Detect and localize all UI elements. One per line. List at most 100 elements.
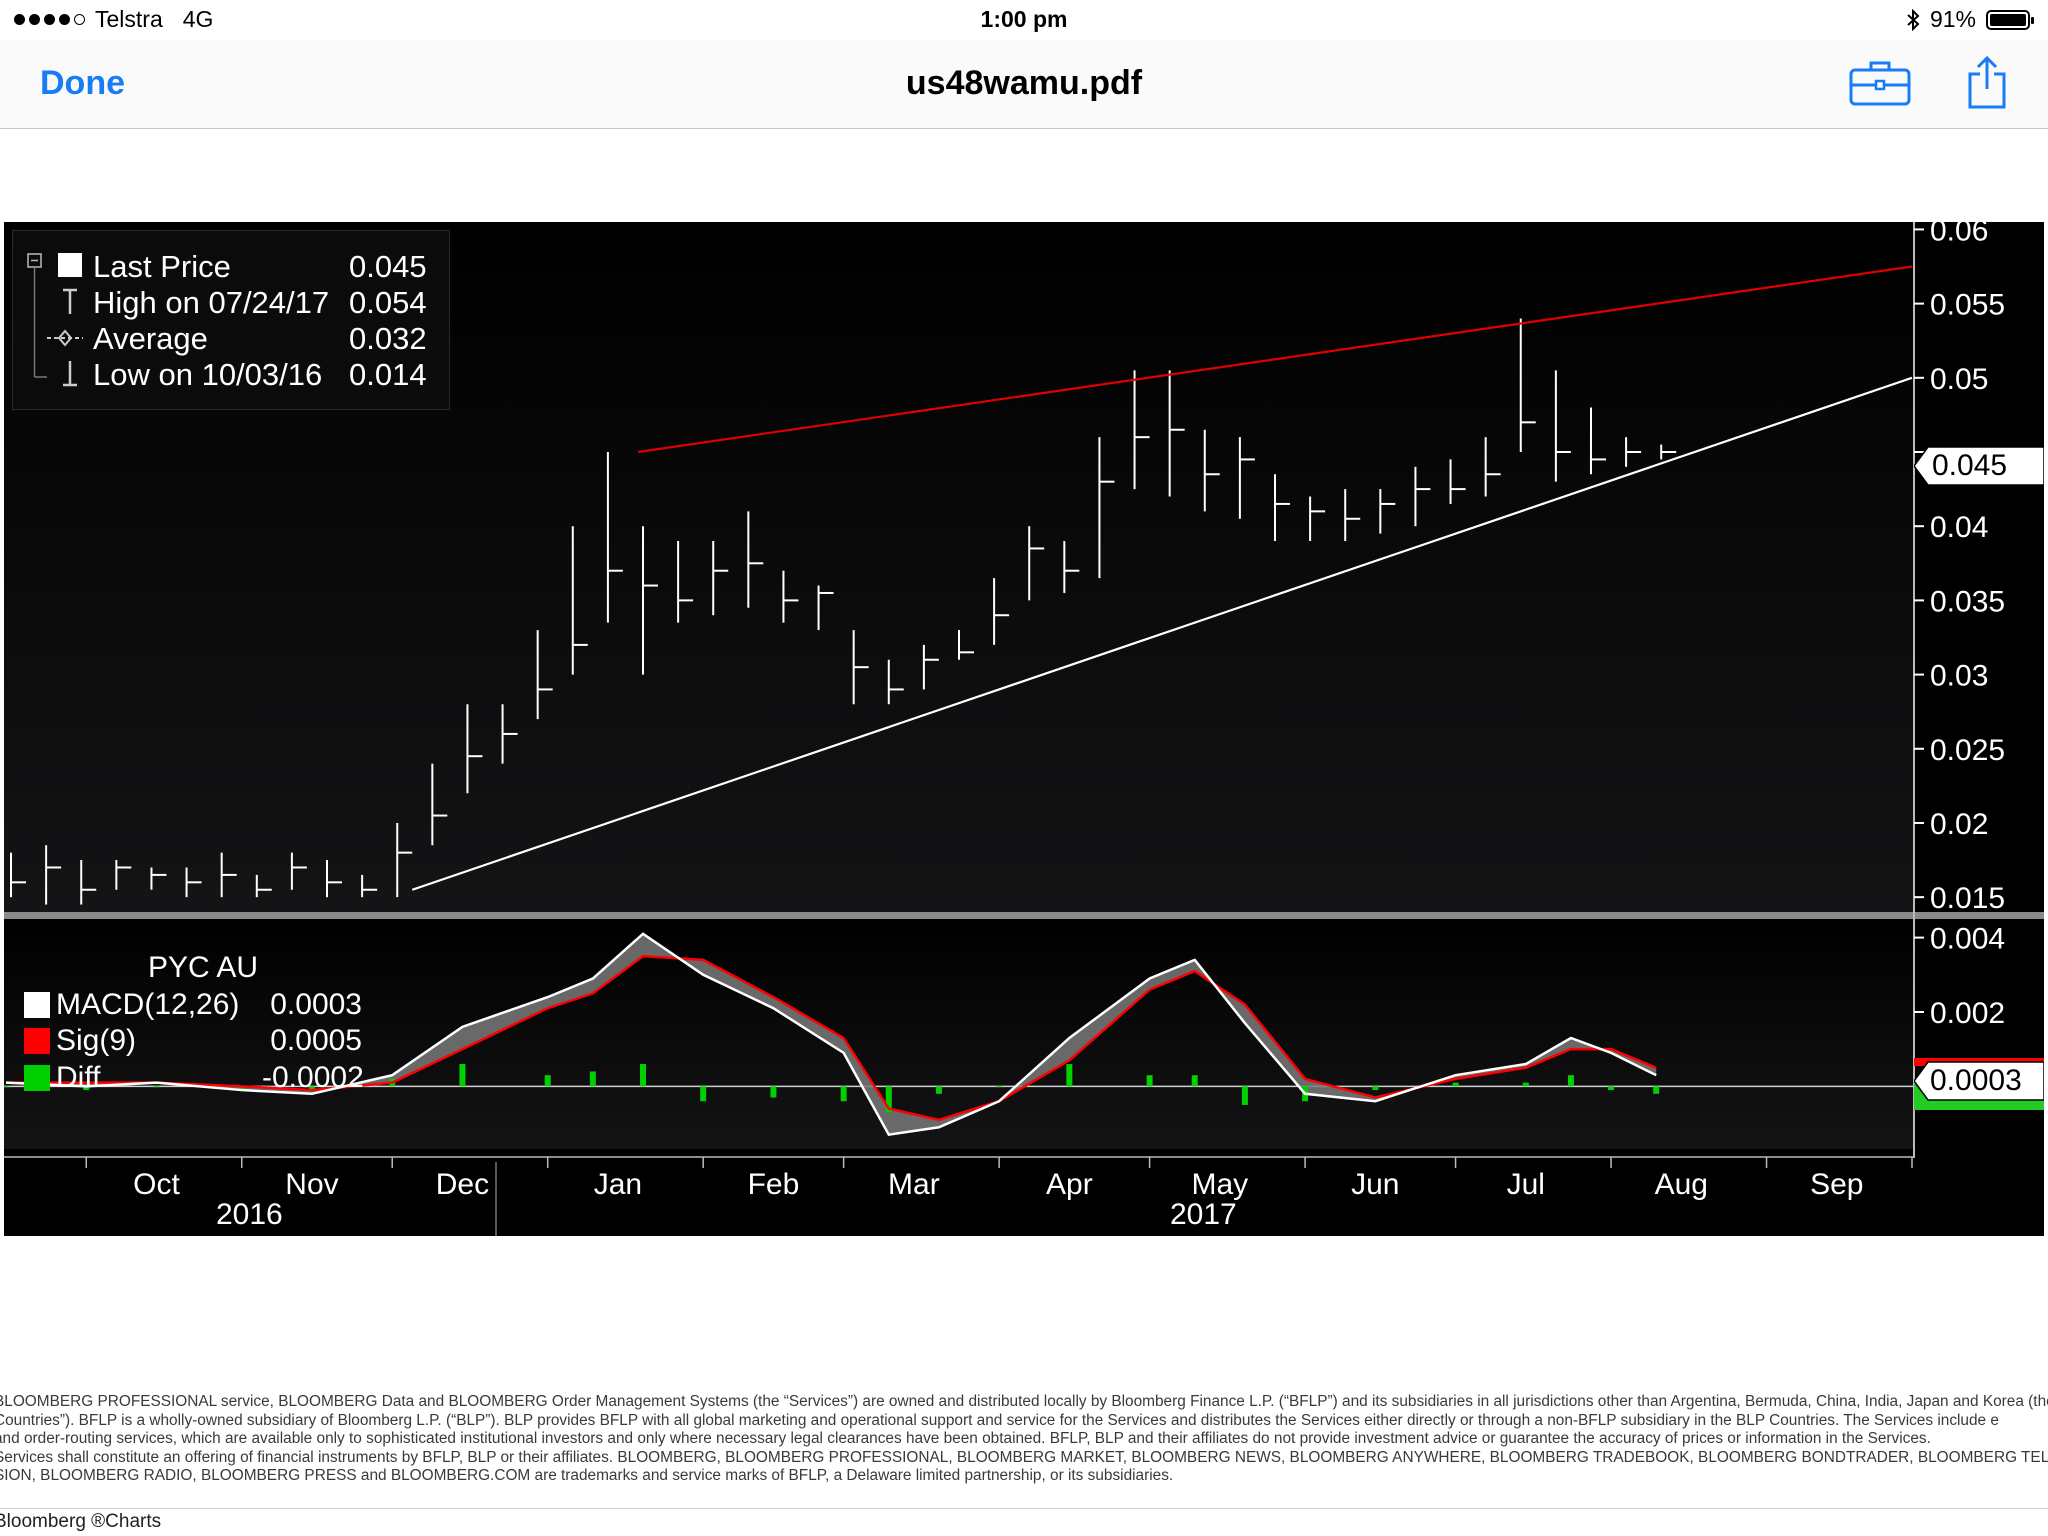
x-tick-label: May <box>1191 1168 1248 1201</box>
disclaimer-line: BLOOMBERG PROFESSIONAL service, BLOOMBER… <box>0 1393 2048 1410</box>
footer-brand: Bloomberg ®Charts <box>0 1511 162 1532</box>
signal-label: Sig(9) <box>56 1024 137 1057</box>
diff-bar <box>885 1086 892 1113</box>
y-tick-label: 0.025 <box>1930 734 2005 767</box>
done-button[interactable]: Done <box>40 64 125 102</box>
battery-percent: 91% <box>1929 6 1976 32</box>
last-price-swatch <box>58 253 82 277</box>
document-title: us48wamu.pdf <box>905 64 1143 102</box>
ticker-label: PYC AU <box>148 951 259 984</box>
macd-panel <box>4 919 1914 1149</box>
macd-label: MACD(12,26) <box>56 987 240 1021</box>
share-icon[interactable] <box>1966 54 2008 110</box>
status-right: 91% <box>1906 6 2034 33</box>
y-tick-label: 0.02 <box>1930 808 1988 841</box>
x-tick-label: Feb <box>748 1168 800 1201</box>
disclaimer-line: Countries”). BFLP is a wholly-owned subs… <box>0 1411 1999 1429</box>
y-tick-label: 0.055 <box>1930 289 2005 322</box>
y-tick-label: 0.04 <box>1930 511 1988 544</box>
diff-bar <box>153 1086 160 1088</box>
signal-swatch <box>24 1028 50 1055</box>
x-tick-label: Jul <box>1507 1168 1545 1201</box>
x-tick-label: Nov <box>285 1168 338 1201</box>
diff-bar <box>770 1086 777 1098</box>
diff-bar <box>935 1086 942 1094</box>
diff-bar <box>589 1071 596 1087</box>
diff-bar <box>840 1086 847 1102</box>
macd-last-tag <box>1914 1061 2044 1101</box>
disclaimer-text: BLOOMBERG PROFESSIONAL service, BLOOMBER… <box>0 1393 2048 1486</box>
chart-image: 0.06 0.055 0.05 0.04 0.035 0.03 0.025 0.02 0.015… <box>3 214 2044 1236</box>
carrier-label: Telstra <box>95 6 163 32</box>
resistance-trendline <box>637 265 1913 454</box>
diff-bar <box>83 1086 90 1091</box>
battery-icon <box>1986 9 2034 30</box>
x-tick-label: Jan <box>594 1168 642 1201</box>
disclaimer-line: SION, BLOOMBERG RADIO, BLOOMBERG PRESS a… <box>0 1467 1174 1484</box>
diff-bar <box>1522 1082 1529 1087</box>
legend-value: 0.054 <box>349 285 427 320</box>
diff-bar <box>1452 1082 1459 1087</box>
diff-bar <box>640 1064 647 1087</box>
diff-bar <box>1146 1075 1153 1087</box>
support-trendline <box>411 376 1913 891</box>
x-tick-label: Dec <box>436 1168 489 1201</box>
macd-last-tag-text: 0.0003 <box>1930 1064 2022 1097</box>
diff-bar <box>1372 1086 1379 1091</box>
legend-labels: Last Price High on 07/24/17 Average Low … <box>93 249 329 393</box>
y-tick-label: 0.015 <box>1930 882 2005 915</box>
year-label-2016: 2016 <box>216 1198 283 1231</box>
diff-bar <box>3 1086 9 1088</box>
price-last-tag-text: 0.045 <box>1932 449 2008 482</box>
diff-bar <box>1191 1075 1198 1087</box>
macd-swatch <box>24 991 50 1018</box>
diff-bar <box>1567 1075 1574 1087</box>
macd-y-tick-label: 0.004 <box>1930 923 2005 956</box>
clock: 1:00 pm <box>980 6 1068 32</box>
toolbox-icon[interactable] <box>1849 58 1911 108</box>
signal-value: 0.0005 <box>270 1024 362 1057</box>
diff-bar <box>1241 1086 1248 1105</box>
y-tick-label: 0.03 <box>1930 660 1988 693</box>
legend-label: Average <box>93 321 208 356</box>
diff-bar <box>459 1064 466 1087</box>
diff-bar <box>1653 1086 1660 1094</box>
macd-line <box>5 932 1657 1137</box>
macd-value: 0.0003 <box>270 987 362 1021</box>
diff-bar <box>1608 1086 1615 1091</box>
year-label-2017: 2017 <box>1170 1198 1237 1231</box>
diff-bar <box>700 1086 707 1102</box>
y-tick-label: 0.06 <box>1930 222 1988 247</box>
x-tick-label: Aug <box>1655 1168 1708 1201</box>
panel-divider <box>4 912 2044 919</box>
diff-swatch <box>24 1064 50 1091</box>
macd-signal-fill <box>6 933 1657 1135</box>
legend-label: Last Price <box>93 249 231 284</box>
average-marker-icon <box>47 329 83 347</box>
x-tick-label: Mar <box>888 1168 940 1201</box>
diff-bar <box>1066 1064 1073 1087</box>
macd-y-tick-label: 0.002 <box>1930 997 2005 1030</box>
diff-bar <box>308 1086 315 1091</box>
x-tick-label: Sep <box>1810 1168 1863 1201</box>
y-tick-label: 0.05 <box>1930 363 1988 396</box>
status-left: Telstra 4G <box>14 6 213 33</box>
status-bar: Telstra 4G 1:00 pm 91% <box>0 0 2048 40</box>
disclaimer-line: Services shall constitute an offering of… <box>0 1448 2048 1466</box>
bluetooth-icon <box>1907 8 1920 31</box>
legend-value: 0.045 <box>349 249 427 284</box>
diff-bar <box>544 1075 551 1087</box>
legend-label: Low on 10/03/16 <box>93 357 323 392</box>
y-tick-label: 0.035 <box>1930 585 2005 618</box>
legend-tree-icon <box>27 253 47 378</box>
footer-divider <box>0 1508 2048 1509</box>
price-legend: Last Price High on 07/24/17 Average Low … <box>12 230 450 410</box>
diff-value: -0.0002 <box>262 1060 364 1094</box>
diff-label: Diff <box>56 1060 101 1094</box>
legend-label: High on 07/24/17 <box>93 285 330 320</box>
macd-legend: PYC AU MACD(12,26) 0.0003 Sig(9) 0.0005 … <box>24 950 364 1096</box>
network-label: 4G <box>182 6 214 32</box>
disclaimer-line: and order-routing services, which are av… <box>0 1430 1931 1447</box>
x-tick-label: Apr <box>1046 1168 1093 1201</box>
signal-icon <box>14 14 85 25</box>
